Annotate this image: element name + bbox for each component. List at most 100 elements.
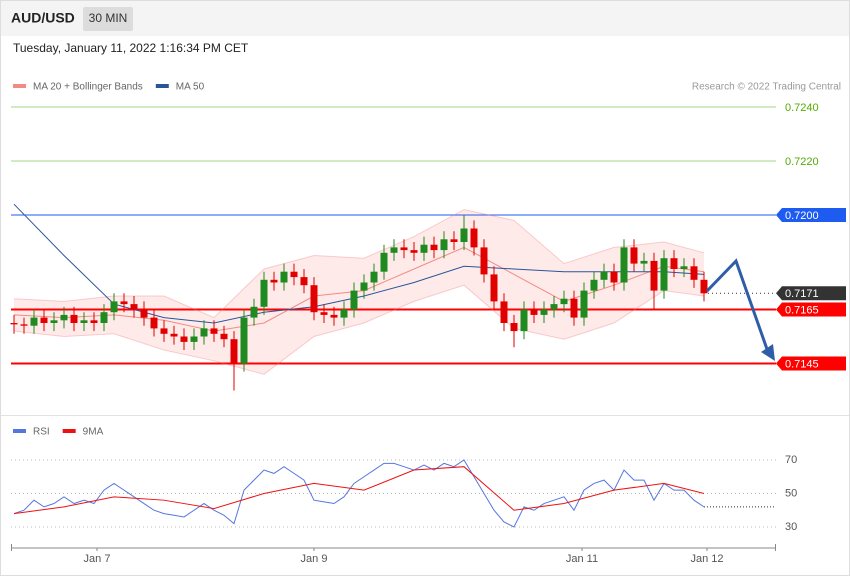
candle-body: [540, 309, 548, 315]
candle-body: [700, 279, 708, 294]
level-label: 0.7200: [785, 210, 819, 222]
candle-body: [100, 312, 108, 323]
candle-body: [190, 336, 198, 342]
legend-swatch: [155, 84, 169, 88]
candle-body: [340, 309, 348, 318]
candle-body: [520, 309, 528, 332]
candle-body: [470, 228, 478, 248]
rsi-ma-line: [13, 466, 705, 515]
legend-label: MA 50: [176, 82, 205, 93]
candle-body: [600, 271, 608, 280]
candle-body: [200, 328, 208, 337]
forecast-arrow: [705, 258, 770, 353]
candle-body: [640, 260, 648, 264]
candle-body: [360, 282, 368, 291]
y-tick-label: 70: [785, 454, 797, 466]
level-box: [776, 208, 846, 222]
candle-body: [530, 309, 538, 315]
symbol: AUD/USD: [11, 10, 75, 26]
legend-label: RSI: [33, 427, 50, 438]
candle-body: [620, 247, 628, 283]
level-label: 0.7220: [785, 156, 819, 168]
candle-body: [330, 314, 338, 318]
candle-body: [310, 285, 318, 313]
candle-body: [50, 320, 58, 323]
candle-body: [490, 274, 498, 302]
candle-body: [250, 306, 258, 318]
y-tick-label: 50: [785, 487, 797, 499]
candle-body: [270, 279, 278, 283]
candle-body: [320, 312, 328, 315]
candle-body: [460, 228, 468, 242]
candle-body: [570, 298, 578, 318]
candle-body: [440, 239, 448, 251]
credit: Research © 2022 Trading Central: [692, 82, 841, 93]
x-tick-label: Jan 11: [566, 553, 598, 565]
y-tick-label: 30: [785, 521, 797, 533]
candle-body: [120, 301, 128, 305]
candle-body: [670, 258, 678, 269]
interval: 30 MIN: [89, 11, 128, 25]
level-box: [776, 356, 846, 371]
candle-body: [370, 271, 378, 283]
candle-body: [160, 328, 168, 334]
candle-body: [60, 314, 68, 321]
candle-body: [550, 304, 558, 310]
candle-body: [210, 328, 218, 334]
bollinger-band: [14, 209, 704, 375]
candle-body: [390, 247, 398, 253]
candle-body: [510, 323, 518, 332]
candle-body: [170, 333, 178, 337]
candle-body: [630, 247, 638, 264]
candle-body: [230, 339, 238, 364]
candle-body: [240, 317, 248, 364]
candle-body: [140, 309, 148, 318]
candle-body: [70, 314, 78, 323]
candle-body: [500, 301, 508, 323]
legend-label: MA 20 + Bollinger Bands: [33, 82, 143, 93]
candle-body: [80, 320, 88, 323]
candle-body: [30, 317, 38, 326]
candle-body: [300, 277, 308, 286]
candle-body: [420, 244, 428, 253]
candle-body: [610, 271, 618, 283]
x-tick-label: Jan 12: [690, 553, 723, 565]
datetime: Tuesday, January 11, 2022 1:16:34 PM CET: [13, 41, 249, 55]
last-price-label: 0.7171: [785, 288, 819, 300]
forecast-arrowhead: [761, 344, 775, 361]
header-bar: [1, 1, 849, 36]
candle-body: [10, 323, 18, 325]
bollinger-lower: [13, 284, 705, 375]
rsi-line: [13, 459, 705, 528]
candle-body: [180, 336, 188, 342]
x-tick-label: Jan 7: [84, 553, 111, 565]
candle-body: [650, 260, 658, 291]
candle-body: [150, 317, 158, 329]
candle-body: [130, 304, 138, 310]
legend-label: 9MA: [83, 427, 104, 438]
legend-swatch: [13, 84, 26, 88]
candle-body: [660, 258, 668, 291]
level-label: 0.7240: [785, 102, 819, 114]
candle-body: [220, 333, 228, 340]
level-box: [776, 302, 846, 317]
x-tick-label: Jan 9: [301, 553, 328, 565]
candle-body: [110, 301, 118, 313]
candle-body: [260, 279, 268, 307]
bollinger-upper: [13, 209, 705, 319]
candle-body: [380, 252, 388, 272]
candle-body: [580, 290, 588, 318]
candle-body: [450, 239, 458, 242]
candle-body: [590, 279, 598, 291]
interval-badge: [83, 7, 133, 31]
candle-body: [690, 266, 698, 280]
level-label: 0.7145: [785, 358, 819, 370]
candle-body: [40, 317, 48, 323]
candle-body: [480, 247, 488, 275]
candle-body: [350, 290, 358, 310]
last-price-box: [776, 286, 846, 301]
level-label: 0.7165: [785, 304, 819, 316]
candle-body: [560, 298, 568, 305]
